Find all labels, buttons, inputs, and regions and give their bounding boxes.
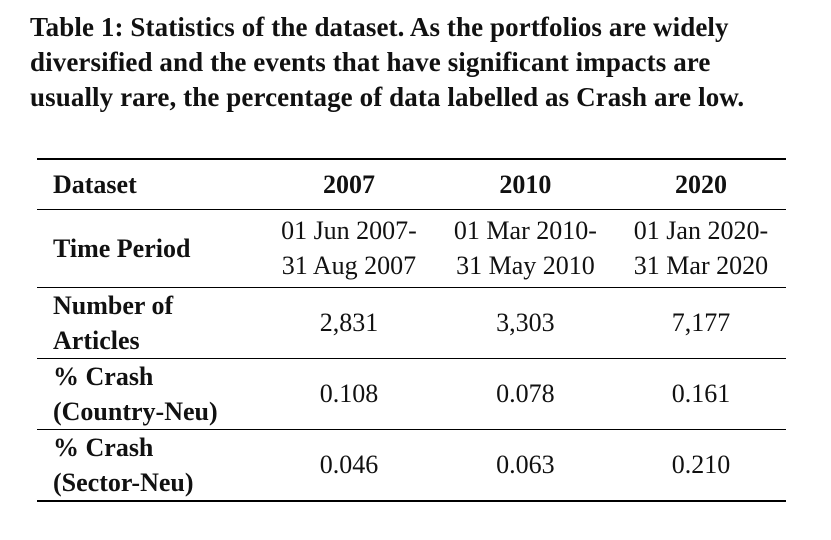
table-cell: 0.161 <box>671 379 731 408</box>
table-row-time-period: Time Period 01 Jun 2007- 31 Aug 2007 01 … <box>37 209 786 287</box>
table-cell: 0.063 <box>496 450 555 479</box>
table-cell: 7,177 <box>671 308 731 337</box>
header-year-2020: 2020 <box>674 169 727 199</box>
row-label-line: (Country-Neu) <box>53 396 218 426</box>
row-label-line: % Crash <box>53 432 154 462</box>
table-cell: 0.210 <box>671 450 731 479</box>
table-cell: 01 Mar 2010- 31 May 2010 <box>435 209 616 287</box>
cell-line: 01 Jun 2007- <box>281 216 417 245</box>
header-year-2007: 2007 <box>322 169 375 199</box>
cell-line: 31 Aug 2007 <box>281 251 417 280</box>
table-caption: Table 1: Statistics of the dataset. As t… <box>30 10 805 115</box>
row-label-line: (Sector-Neu) <box>53 467 194 497</box>
table-cell: 0.046 <box>319 450 379 479</box>
header-year-2010: 2010 <box>499 169 552 199</box>
table-cell: 01 Jun 2007- 31 Aug 2007 <box>263 209 435 287</box>
cell-line: 31 Mar 2020 <box>633 251 769 280</box>
table-row-crash-country-neu: % Crash (Country-Neu) 0.108 0.078 0.161 <box>37 358 786 429</box>
header-dataset-label: Dataset <box>53 169 137 199</box>
cell-line: 31 May 2010 <box>456 251 595 280</box>
table-cell: 3,303 <box>496 308 555 337</box>
table-cell: 0.078 <box>496 379 555 408</box>
table-cell: 2,831 <box>319 308 379 337</box>
table-cell: 0.108 <box>319 379 379 408</box>
row-label-line: Number of <box>53 290 174 320</box>
row-label: Time Period <box>37 209 263 287</box>
caption-line: diversified and the events that have sig… <box>30 47 711 77</box>
cell-line: 01 Jan 2020- <box>633 216 769 245</box>
row-label: % Crash (Country-Neu) <box>37 358 263 429</box>
caption-line: usually rare, the percentage of data lab… <box>30 82 745 112</box>
row-label-line: Articles <box>53 325 140 355</box>
table-row-crash-sector-neu: % Crash (Sector-Neu) 0.046 0.063 0.210 <box>37 429 786 501</box>
dataset-statistics-table: Dataset 2007 2010 2020 Time Period 01 Ju… <box>37 158 786 502</box>
table-cell: 01 Jan 2020- 31 Mar 2020 <box>616 209 786 287</box>
table-row-number-of-articles: Number of Articles 2,831 3,303 7,177 <box>37 287 786 358</box>
row-label-line: % Crash <box>53 361 154 391</box>
table-header-row: Dataset 2007 2010 2020 <box>37 159 786 209</box>
cell-line: 01 Mar 2010- <box>453 216 597 245</box>
row-label: Number of Articles <box>37 287 263 358</box>
row-label-line: Time Period <box>53 233 191 263</box>
caption-line: Table 1: Statistics of the dataset. As t… <box>30 12 729 42</box>
row-label: % Crash (Sector-Neu) <box>37 429 263 501</box>
